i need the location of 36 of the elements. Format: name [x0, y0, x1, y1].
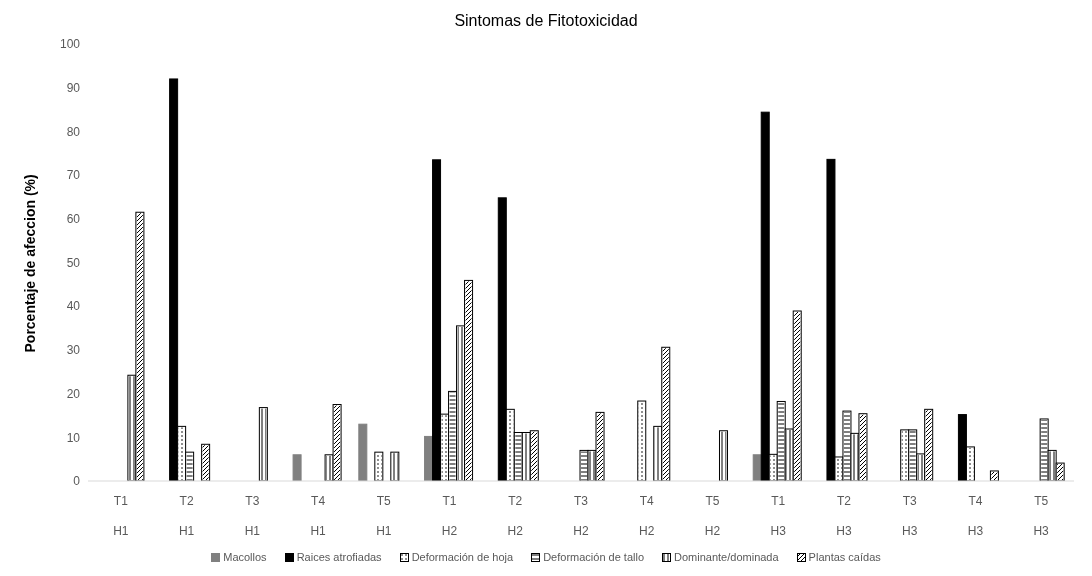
y-tick-label: 30	[66, 343, 81, 358]
y-tick-label: 10	[66, 430, 81, 445]
legend-label: Plantas caídas	[807, 551, 881, 563]
bar	[292, 454, 302, 481]
legend-label: Dominante/dominada	[673, 551, 779, 563]
category-label: T4 H2	[639, 494, 655, 538]
category-label: T4 H3	[967, 494, 984, 538]
category-label: T3 H3	[901, 494, 918, 538]
legend-label: Deformación de hoja	[410, 551, 514, 563]
y-axis-title: Porcentaje de afeccion (%)	[21, 174, 38, 353]
y-tick-label: 0	[73, 474, 81, 489]
legend-label: Macollos	[222, 551, 267, 563]
bar	[358, 423, 368, 481]
y-tick-label: 100	[59, 37, 81, 52]
category-label: T2 H3	[836, 494, 852, 538]
category-label: T3 H2	[573, 494, 589, 538]
category-label: T1 H1	[113, 494, 129, 538]
y-tick-label: 70	[66, 168, 81, 183]
legend-label: Deformación de tallo	[542, 551, 645, 563]
category-label: T5 H1	[376, 494, 392, 538]
category-label: T2 H2	[507, 494, 523, 538]
y-tick-label: 90	[66, 80, 81, 95]
y-tick-label: 50	[66, 255, 81, 270]
y-tick-label: 60	[66, 212, 81, 227]
category-label: T5 H3	[1033, 494, 1049, 538]
y-tick-label: 20	[66, 386, 81, 401]
category-label: T1 H2	[441, 494, 458, 538]
category-label: T2 H1	[178, 494, 195, 538]
chart-title: Sintomas de Fitotoxicidad	[453, 11, 639, 31]
y-tick-label: 40	[66, 299, 81, 314]
y-tick-label: 80	[66, 124, 81, 139]
category-label: T1 H3	[770, 494, 786, 538]
category-label: T5 H2	[704, 494, 721, 538]
category-label: T3 H1	[244, 494, 261, 538]
legend-label: Raices atrofiadas	[295, 551, 382, 563]
category-label: T4 H1	[310, 494, 326, 538]
